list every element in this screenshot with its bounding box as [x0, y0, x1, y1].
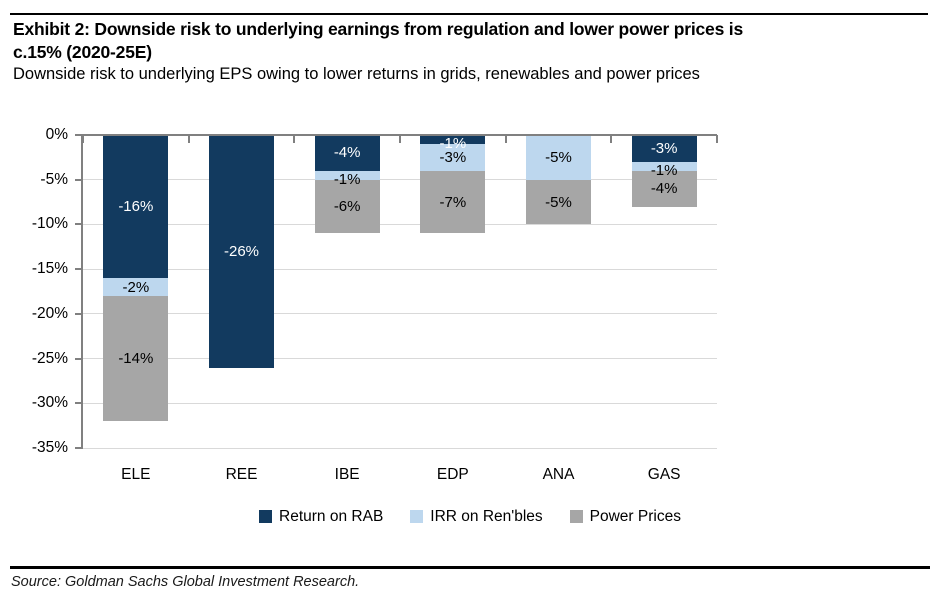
source-note: Source: Goldman Sachs Global Investment …	[11, 574, 360, 590]
legend-item: Power Prices	[569, 507, 681, 526]
y-axis-label: -10%	[31, 215, 68, 233]
bar-segment-gas	[631, 135, 697, 162]
x-axis-tick	[399, 135, 401, 143]
bar-segment-ele	[103, 135, 169, 279]
x-axis-tick	[716, 135, 718, 143]
data-label: -4%	[333, 144, 361, 162]
data-label: -1%	[333, 170, 361, 188]
x-axis-label: GAS	[647, 466, 681, 483]
y-axis-tick	[75, 223, 83, 226]
x-axis-label: IBE	[334, 466, 360, 483]
legend-label: Return on RAB	[279, 508, 384, 525]
data-label: -3%	[650, 139, 678, 157]
bar-segment-ibe	[314, 135, 380, 171]
x-axis-label: REE	[225, 466, 258, 483]
x-axis-tick	[293, 135, 296, 143]
legend-swatch-icon	[569, 510, 583, 523]
legend-item: Return on RAB	[259, 507, 383, 526]
x-axis-label: ANA	[542, 466, 575, 483]
x-axis-tick	[187, 135, 190, 143]
bottom-divider	[10, 566, 930, 569]
x-axis-zero-line	[83, 133, 717, 136]
bar-segment-ele	[103, 295, 169, 422]
y-axis-tick	[75, 178, 83, 181]
legend-label: Power Prices	[589, 508, 681, 525]
exhibit-title-line2: c.15% (2020-25E)	[13, 41, 152, 62]
y-axis-label: -35%	[31, 439, 68, 456]
y-axis-label: -25%	[31, 349, 68, 367]
top-divider	[10, 13, 928, 15]
legend-label: IRR on Ren'bles	[430, 508, 543, 525]
chart-legend: Return on RAB IRR on Ren'bles Power Prices	[0, 507, 940, 526]
bar-segment-ana	[526, 179, 591, 225]
x-axis-tick	[610, 135, 613, 143]
y-axis-label: 0%	[45, 126, 68, 143]
bar-segment-ibe	[314, 170, 380, 180]
data-label: -5%	[545, 148, 572, 166]
exhibit-title: Exhibit 2: Downside risk to underlying e…	[13, 18, 925, 63]
data-label: -4%	[650, 180, 678, 198]
data-label: -5%	[545, 193, 572, 211]
bar-segment-gas	[631, 161, 697, 171]
bar-segment-gas	[631, 170, 697, 207]
data-label: -16%	[118, 198, 154, 216]
y-axis-tick	[75, 357, 83, 360]
gridline	[83, 179, 717, 181]
bar-segment-ree	[209, 135, 274, 368]
x-axis-tick	[504, 135, 507, 143]
gridline	[83, 223, 717, 225]
bar-segment-ele	[103, 278, 169, 296]
legend-swatch-icon	[410, 510, 424, 523]
gridline	[83, 358, 717, 360]
data-label: -2%	[122, 278, 150, 296]
exhibit-subtitle: Downside risk to underlying EPS owing to…	[13, 65, 700, 83]
data-label: -14%	[118, 350, 154, 368]
y-axis-label: -20%	[31, 304, 68, 322]
gridline	[83, 268, 717, 270]
x-axis-label: ELE	[121, 466, 151, 483]
x-axis-tick	[82, 135, 84, 143]
x-axis-label: EDP	[436, 466, 469, 483]
y-axis-label: -30%	[31, 394, 68, 412]
y-axis-line	[81, 133, 83, 449]
y-axis-label: -5%	[40, 170, 68, 188]
data-label: -26%	[223, 242, 260, 260]
bar-segment-ana	[526, 135, 591, 180]
y-axis-tick	[75, 134, 83, 136]
bar-segment-ibe	[314, 179, 380, 234]
y-axis-tick	[75, 447, 83, 449]
gridline	[83, 402, 717, 404]
data-label: -7%	[439, 193, 467, 211]
legend-swatch-icon	[259, 510, 273, 523]
y-axis-label: -15%	[31, 260, 68, 278]
legend-item: IRR on Ren'bles	[410, 507, 543, 526]
y-axis-tick	[75, 268, 83, 271]
bar-segment-edp	[420, 143, 486, 171]
data-label: -1%	[439, 135, 467, 152]
bar-segment-edp	[420, 170, 486, 234]
data-label: -6%	[333, 198, 361, 216]
data-label: -3%	[439, 148, 467, 166]
y-axis-tick	[75, 402, 83, 405]
gridline	[83, 313, 717, 315]
data-label: -1%	[650, 161, 678, 179]
bar-segment-edp	[420, 135, 486, 144]
gridline	[83, 447, 717, 449]
exhibit-title-line1: Exhibit 2: Downside risk to underlying e…	[13, 19, 743, 39]
y-axis-tick	[75, 312, 83, 315]
